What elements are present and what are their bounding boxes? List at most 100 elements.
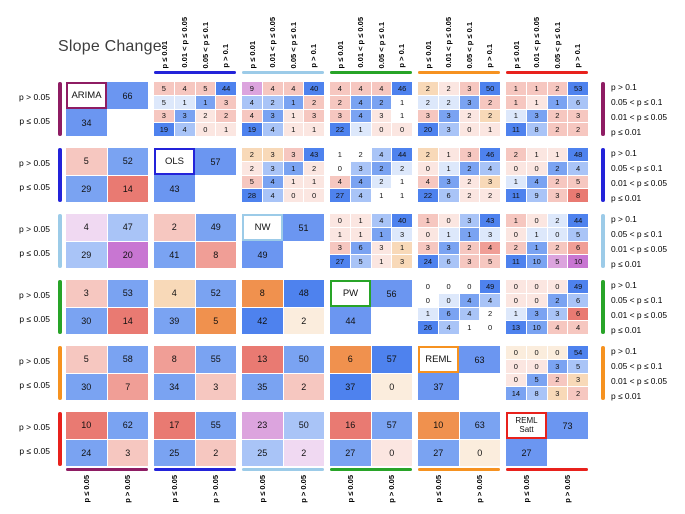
matrix-cell: 4 [66, 214, 107, 241]
matrix-cell: 6 [568, 307, 588, 321]
matrix-cell: 4 [418, 175, 438, 189]
matrix-cell: 2 [547, 82, 568, 95]
matrix-cell: 1 [438, 161, 459, 175]
matrix-cell: 3 [66, 280, 107, 307]
diag-count-p-le-005: 49 [242, 241, 283, 268]
matrix-cell: 1 [547, 148, 568, 161]
matrix-cell: 8 [195, 241, 236, 268]
matrix-cell: 6 [438, 255, 459, 268]
block-reml-satt-vs-arima: 10 62 24 3 [66, 412, 148, 466]
matrix-cell: 4 [350, 175, 371, 189]
matrix-cell: 10 [66, 412, 107, 439]
method-color-bar-right [601, 214, 605, 268]
matrix-cell: 53 [568, 82, 588, 95]
method-label-line: NW [254, 221, 271, 233]
matrix-cell: 3 [216, 95, 236, 109]
matrix-cell: 1 [330, 148, 350, 161]
matrix-cell: 3 [480, 227, 500, 241]
matrix-cell: 0 [371, 373, 412, 400]
top-axis-label: p > 0.1 [568, 2, 589, 68]
matrix-cell: 2 [195, 439, 236, 466]
bottom-axis-label-text: p ≤ 0.05 [346, 475, 355, 503]
left-axis-label: p > 0.05 [19, 224, 50, 234]
top-axis-label-text: 0.05 < p ≤ 0.1 [376, 21, 386, 68]
block-reml-vs-ols: 8 55 34 3 [154, 346, 236, 400]
figure-title: Slope Change [58, 38, 162, 55]
matrix-cell: 4 [262, 82, 283, 95]
bottom-axis-label: p > 0.05 [195, 475, 236, 512]
bottom-axis-label-text: p > 0.05 [299, 475, 308, 503]
left-axis-labels: p > 0.05 p ≤ 0.05 [0, 82, 52, 136]
bottom-axis-label: p ≤ 0.05 [506, 475, 547, 512]
matrix-cell: 1 [506, 214, 526, 227]
matrix-cell: 44 [568, 214, 588, 227]
right-axis-label: 0.05 < p ≤ 0.1 [611, 361, 663, 371]
matrix-cell: 49 [195, 214, 236, 241]
right-axis-label: 0.01 < p ≤ 0.05 [611, 310, 668, 320]
matrix-cell: 2 [283, 373, 324, 400]
diag-count-p-le-005: 34 [66, 109, 107, 136]
matrix-cell: 2 [242, 148, 262, 161]
top-axis-label-text: p > 0.1 [397, 44, 407, 68]
matrix-cell: 1 [174, 95, 195, 109]
matrix-cell: 0 [506, 373, 526, 387]
bottom-axis-label: p > 0.05 [371, 475, 412, 512]
matrix-cell: 5 [154, 95, 174, 109]
top-axis-label-text: p > 0.1 [573, 44, 583, 68]
matrix-cell: 0 [547, 346, 568, 359]
matrix-cell: 1 [438, 227, 459, 241]
top-axis-label: 0.05 < p ≤ 0.1 [283, 2, 304, 68]
diagonal-block-pw: PW 56 44 [330, 280, 412, 334]
matrix-cell: 30 [66, 373, 107, 400]
matrix-cell: 1 [392, 189, 412, 202]
top-axis-label-text: 0.01 < p ≤ 0.05 [180, 17, 190, 68]
matrix-cell: 17 [154, 412, 195, 439]
matrix-cell: 3 [154, 109, 174, 123]
matrix-cell: 4 [174, 82, 195, 95]
matrix-cell: 0 [480, 321, 500, 334]
matrix-cell: 2 [242, 161, 262, 175]
matrix-cell: 5 [480, 255, 500, 268]
left-axis-labels: p > 0.05 p ≤ 0.05 [0, 280, 52, 334]
top-axis-label-text: p ≤ 0.01 [247, 40, 257, 68]
bottom-axis-label-text: p > 0.05 [563, 475, 572, 503]
matrix-cell: 1 [371, 189, 392, 202]
matrix-cell: 2 [459, 189, 480, 202]
matrix-cell: 46 [392, 82, 412, 95]
block-pw-vs-ols: 4 52 39 5 [154, 280, 236, 334]
matrix-cell: 42 [242, 307, 283, 334]
top-axis-label: p > 0.1 [216, 2, 237, 68]
matrix-cell: 0 [195, 123, 216, 136]
block-reml-vs-pw: 6 57 37 0 [330, 346, 412, 400]
matrix-cell: 2 [480, 109, 500, 123]
bottom-axis-label-text: p > 0.05 [123, 475, 132, 503]
matrix-cell: 0 [330, 214, 350, 227]
method-label-line: OLS [164, 155, 184, 167]
matrix-cell: 1 [438, 148, 459, 161]
matrix-cell: 2 [392, 161, 412, 175]
diag-count-p-le-005: 37 [418, 373, 459, 400]
matrix-cell: 2 [547, 214, 568, 227]
matrix-cell: 20 [418, 123, 438, 136]
bottom-axis-label: p > 0.05 [107, 475, 148, 512]
right-axis-label: 0.01 < p ≤ 0.05 [611, 244, 668, 254]
method-label-line: Satt [519, 424, 534, 434]
matrix-cell: 28 [242, 189, 262, 202]
matrix-cell: 4 [480, 293, 500, 307]
matrix-cell: 0 [526, 280, 547, 293]
matrix-cell: 0 [526, 346, 547, 359]
method-color-underline-top [506, 71, 588, 74]
matrix-cell: 4 [262, 175, 283, 189]
matrix-cell: 0 [547, 227, 568, 241]
matrix-cell: 4 [283, 82, 304, 95]
matrix-cell: 4 [350, 109, 371, 123]
matrix-cell: 8 [154, 346, 195, 373]
block-arima-vs-ols: 5 4 5 44 5 1 1 3 3 3 2 2 19 4 0 1 [154, 82, 236, 136]
method-color-bar-left [58, 148, 62, 202]
matrix-cell: 3 [459, 148, 480, 161]
block-reml-vs-nw: 13 50 35 2 [242, 346, 324, 400]
matrix-cell: 29 [66, 241, 107, 268]
matrix-cell: 13 [242, 346, 283, 373]
matrix-cell: 27 [418, 439, 459, 466]
